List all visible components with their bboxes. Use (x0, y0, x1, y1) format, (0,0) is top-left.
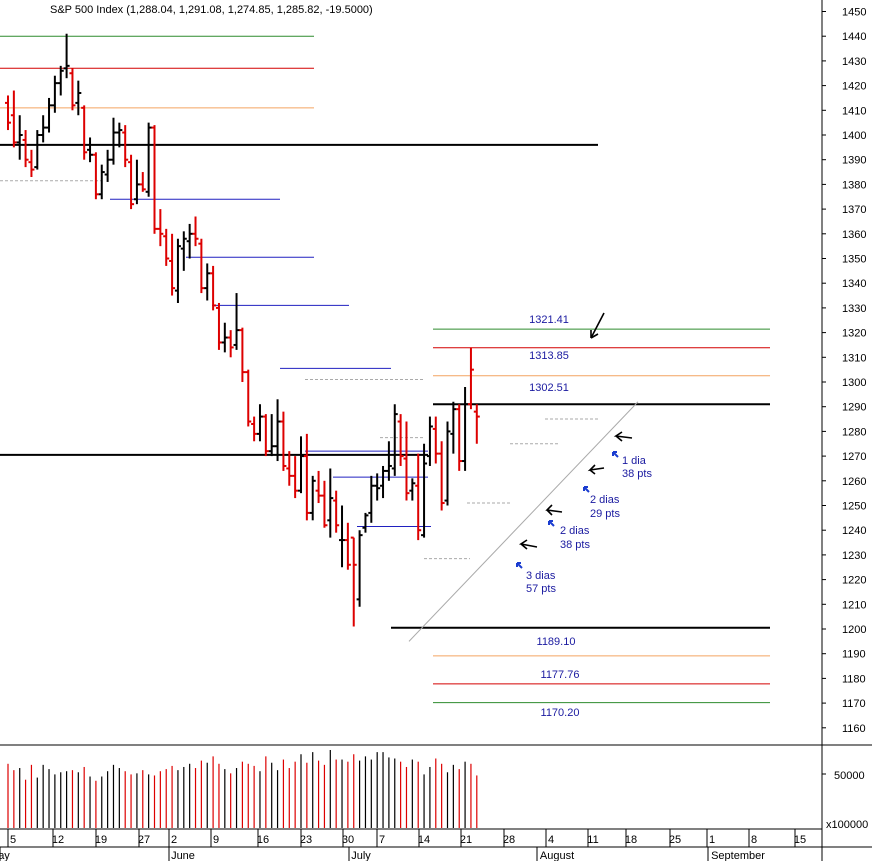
level-label-1177: 1177.76 (541, 669, 580, 681)
annotation-2-dias-a-pts: 29 pts (590, 508, 620, 520)
annotation-2-dias-b: 2 dias (560, 525, 590, 537)
price-tick-label: 1300 (842, 377, 866, 389)
hand-drawn-arrow-icon (613, 431, 633, 442)
day-label: 5 (10, 834, 16, 846)
month-label: September (711, 850, 765, 861)
price-tick-label: 1220 (842, 575, 866, 587)
day-label: 28 (503, 834, 515, 846)
day-label: 30 (342, 834, 354, 846)
price-tick-label: 1280 (842, 426, 866, 438)
level-label-1313: 1313.85 (529, 350, 569, 362)
annotation-1-dia: 1 dia (622, 455, 647, 467)
price-tick-label: 1380 (842, 179, 866, 191)
hand-drawn-arrow-icon (587, 464, 605, 475)
annotation-layer: S&P 500 Index (1,288.04, 1,291.08, 1,274… (50, 4, 868, 831)
price-tick-label: 1320 (842, 328, 866, 340)
price-tick-label: 1170 (842, 698, 866, 710)
day-label: 15 (794, 834, 806, 846)
day-label: 12 (52, 834, 64, 846)
price-tick-label: 1360 (842, 229, 866, 241)
price-tick-label: 1200 (842, 624, 866, 636)
day-label: 9 (213, 834, 219, 846)
chart-title: S&P 500 Index (1,288.04, 1,291.08, 1,274… (50, 4, 373, 16)
day-label: 18 (625, 834, 637, 846)
price-tick-label: 1270 (842, 451, 866, 463)
month-label: June (171, 850, 195, 861)
blue-arrow-icon (612, 451, 619, 458)
price-tick-label: 1410 (842, 105, 866, 117)
day-label: 23 (300, 834, 312, 846)
day-label: 1 (709, 834, 715, 846)
price-tick-label: 1160 (842, 723, 866, 735)
price-tick-label: 1370 (842, 204, 866, 216)
day-label: 8 (751, 834, 757, 846)
annotation-3-dias-pts: 57 pts (526, 583, 556, 595)
blue-arrow-icon (548, 520, 555, 527)
price-tick-label: 1390 (842, 155, 866, 167)
price-tick-label: 1290 (842, 402, 866, 414)
day-label: 2 (171, 834, 177, 846)
annotation-2-dias-b-pts: 38 pts (560, 539, 590, 551)
month-label: ay (0, 850, 10, 861)
day-label: 19 (95, 834, 107, 846)
day-label: 25 (669, 834, 681, 846)
day-label: 21 (460, 834, 472, 846)
uptrend-line (408, 401, 639, 642)
month-label: August (540, 850, 574, 861)
day-label: 16 (257, 834, 269, 846)
price-tick-label: 1350 (842, 254, 866, 266)
volume-unit-label: x100000 (826, 819, 868, 831)
day-label: 4 (548, 834, 554, 846)
price-tick-label: 1450 (842, 7, 866, 19)
price-tick-label: 1190 (842, 649, 866, 661)
price-tick-label: 1430 (842, 56, 866, 68)
hand-drawn-arrow-icon (590, 312, 605, 339)
price-tick-label: 1310 (842, 352, 866, 364)
price-tick-label: 1440 (842, 31, 866, 43)
price-tick-label: 1180 (842, 673, 866, 685)
day-label: 14 (418, 834, 430, 846)
price-tick-label: 1240 (842, 525, 866, 537)
level-label-1189: 1189.10 (537, 636, 576, 648)
price-tick-label: 1330 (842, 303, 866, 315)
hand-drawn-arrow-icon (545, 504, 563, 516)
price-tick-label: 1210 (842, 599, 866, 611)
level-label-1302: 1302.51 (529, 382, 569, 394)
annotation-2-dias-a: 2 dias (590, 494, 620, 506)
volume-tick-label: 50000 (834, 770, 865, 782)
annotation-1-dia-pts: 38 pts (622, 468, 652, 480)
day-label: 27 (138, 834, 150, 846)
annotation-3-dias: 3 dias (526, 570, 556, 582)
day-label: 7 (379, 834, 385, 846)
blue-arrow-icon (516, 562, 523, 569)
level-label-1321: 1321.41 (529, 314, 569, 326)
price-tick-label: 1260 (842, 476, 866, 488)
day-label: 11 (587, 834, 598, 846)
price-panel (0, 33, 770, 704)
month-label: July (351, 850, 371, 861)
blue-arrow-icon (583, 486, 590, 493)
hand-drawn-arrow-icon (518, 539, 538, 550)
price-tick-label: 1420 (842, 81, 866, 93)
level-label-1170: 1170.20 (541, 707, 580, 719)
price-tick-label: 1400 (842, 130, 866, 142)
volume-panel (7, 750, 478, 828)
price-tick-label: 1230 (842, 550, 866, 562)
price-tick-label: 1250 (842, 501, 866, 513)
price-tick-label: 1340 (842, 278, 866, 290)
